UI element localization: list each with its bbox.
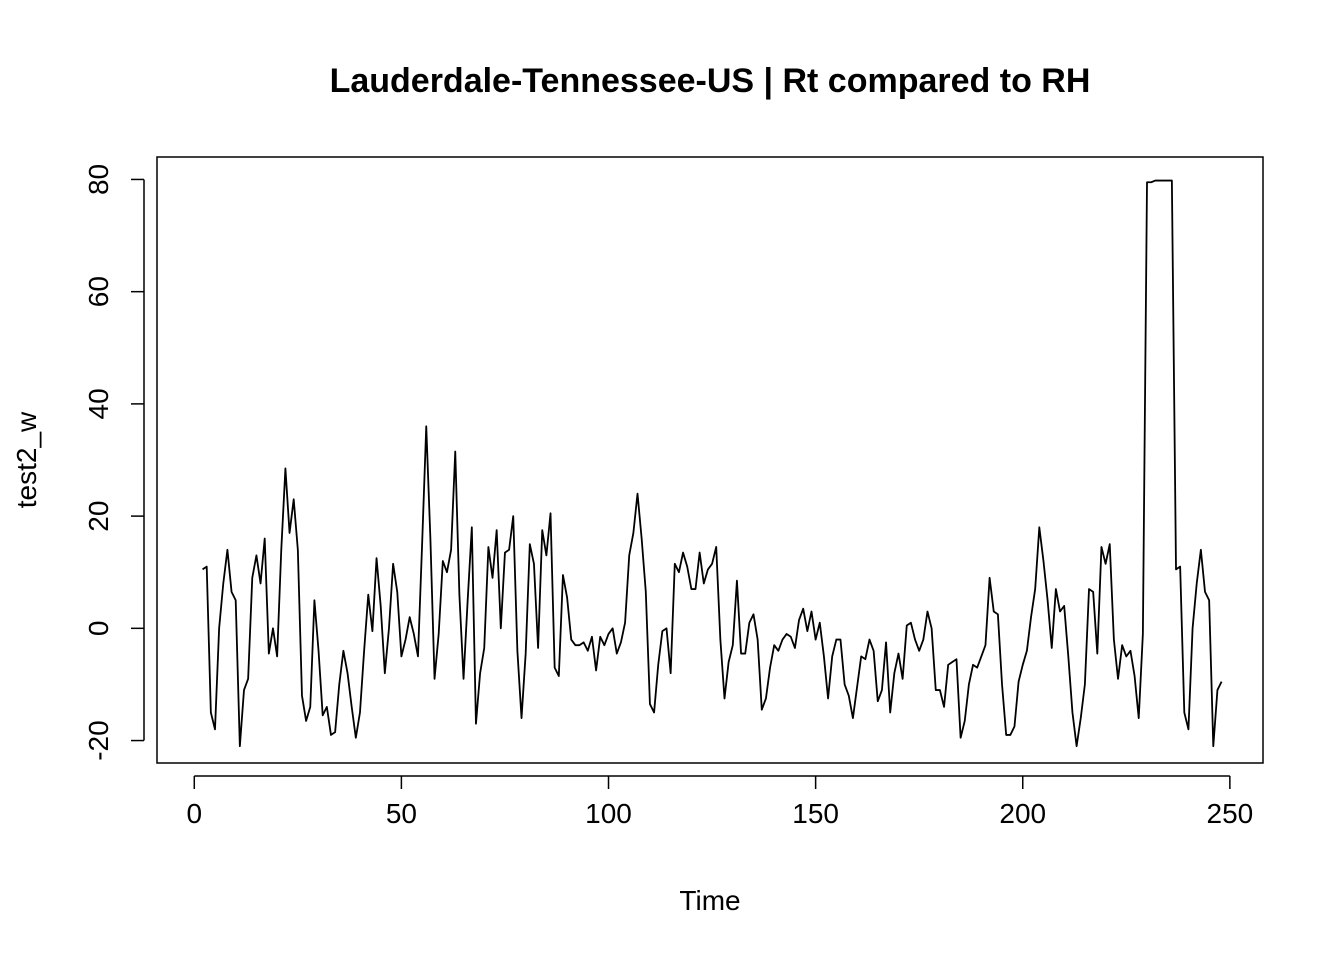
y-axis-label: test2_w <box>11 411 42 508</box>
y-tick-label: 40 <box>83 388 114 419</box>
plot-frame <box>156 156 1264 764</box>
series-line <box>202 179 1223 748</box>
x-tick-label: 250 <box>1207 798 1254 829</box>
x-tick-label: 200 <box>999 798 1046 829</box>
y-axis: -20 0 20 40 60 80 <box>83 164 145 761</box>
x-tick-label: 0 <box>186 798 202 829</box>
x-axis-label: Time <box>679 885 740 916</box>
y-tick-label: 80 <box>83 164 114 195</box>
chart-title: Lauderdale-Tennessee-US | Rt compared to… <box>330 62 1091 100</box>
y-tick-label: -20 <box>83 720 114 760</box>
x-axis: 0 50 100 150 200 250 <box>186 775 1254 829</box>
y-tick-label: 20 <box>83 501 114 532</box>
x-tick-label: 150 <box>792 798 839 829</box>
y-tick-label: 60 <box>83 276 114 307</box>
x-tick-label: 100 <box>585 798 632 829</box>
x-tick-label: 50 <box>386 798 417 829</box>
y-tick-label: 0 <box>83 621 114 637</box>
